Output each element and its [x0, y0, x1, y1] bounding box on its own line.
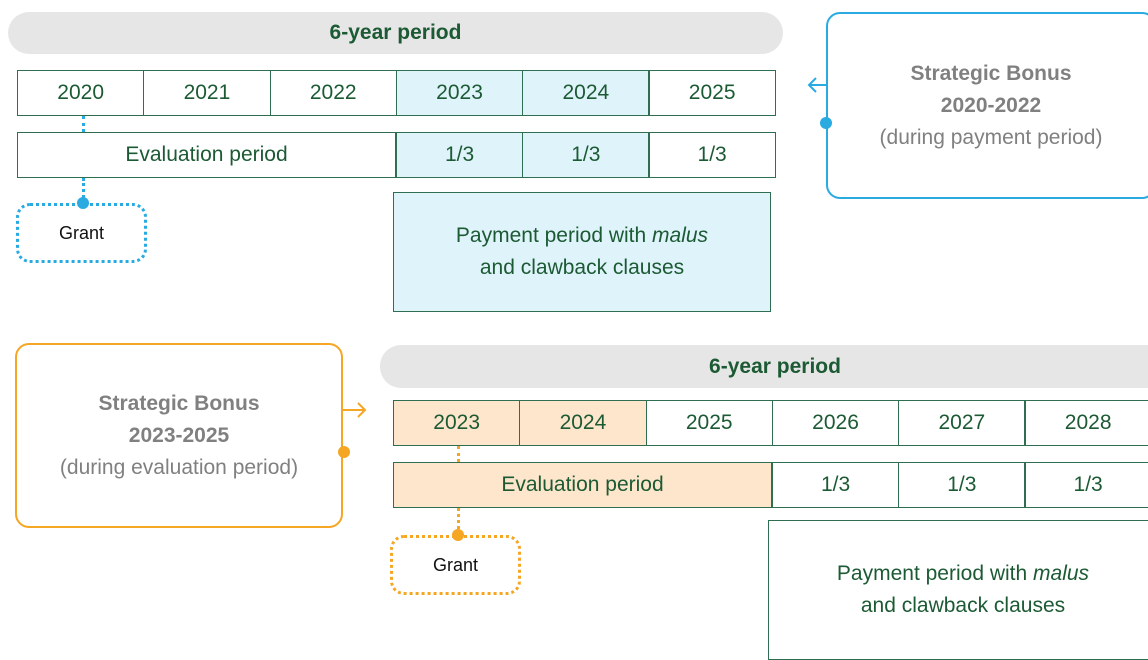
share-cell: 1/3 [772, 462, 899, 508]
year-cell: 2024 [522, 70, 649, 116]
year-cell: 2020 [17, 70, 144, 116]
year-cell: 2021 [143, 70, 270, 116]
share-cell: 1/3 [522, 132, 649, 178]
grant-box: Grant [16, 203, 147, 263]
year-cell: 2025 [649, 70, 776, 116]
year-cell: 2022 [270, 70, 397, 116]
bonus-box: Strategic Bonus 2023-2025 (during evalua… [15, 343, 343, 528]
bonus-years: 2023-2025 [129, 420, 229, 452]
payment-box: Payment period with malus and clawback c… [393, 192, 771, 312]
payment-box: Payment period with malus and clawback c… [768, 520, 1148, 660]
share-cell: 1/3 [396, 132, 523, 178]
bonus-title: Strategic Bonus [910, 58, 1071, 90]
grant-box: Grant [390, 535, 521, 595]
bonus-title: Strategic Bonus [98, 388, 259, 420]
year-cell: 2023 [396, 70, 523, 116]
dot [77, 197, 89, 209]
bonus-note: (during evaluation period) [60, 452, 298, 484]
payment-italic: malus [652, 224, 708, 247]
evaluation-cell: Evaluation period [393, 462, 772, 508]
connector [457, 446, 460, 462]
period-bar: 6-year period [380, 345, 1148, 388]
year-cell: 2025 [646, 400, 773, 446]
connector [82, 116, 85, 132]
share-cell: 1/3 [898, 462, 1025, 508]
payment-italic: malus [1033, 562, 1089, 585]
share-cell: 1/3 [1025, 462, 1148, 508]
bonus-box: Strategic Bonus 2020-2022 (during paymen… [826, 12, 1148, 199]
payment-text: Payment period with [837, 562, 1033, 585]
page: {"top": {"period": "6-year period", "yea… [0, 0, 1148, 642]
bonus-years: 2020-2022 [941, 90, 1041, 122]
year-cell: 2023 [393, 400, 520, 446]
payment-line: and clawback clauses [861, 590, 1065, 622]
arrow [800, 70, 840, 140]
payment-line: Payment period with malus [456, 220, 708, 252]
period-bar: 6-year period [8, 12, 783, 54]
year-cell: 2026 [772, 400, 899, 446]
share-cell: 1/3 [649, 132, 776, 178]
payment-line: Payment period with malus [837, 558, 1089, 590]
year-cell: 2028 [1025, 400, 1148, 446]
year-cell: 2024 [519, 400, 646, 446]
arrow [336, 395, 376, 465]
payment-line: and clawback clauses [480, 252, 684, 284]
evaluation-cell: Evaluation period [17, 132, 396, 178]
year-cell: 2027 [898, 400, 1025, 446]
bonus-note: (during payment period) [880, 122, 1103, 154]
dot [452, 529, 464, 541]
payment-text: Payment period with [456, 224, 652, 247]
